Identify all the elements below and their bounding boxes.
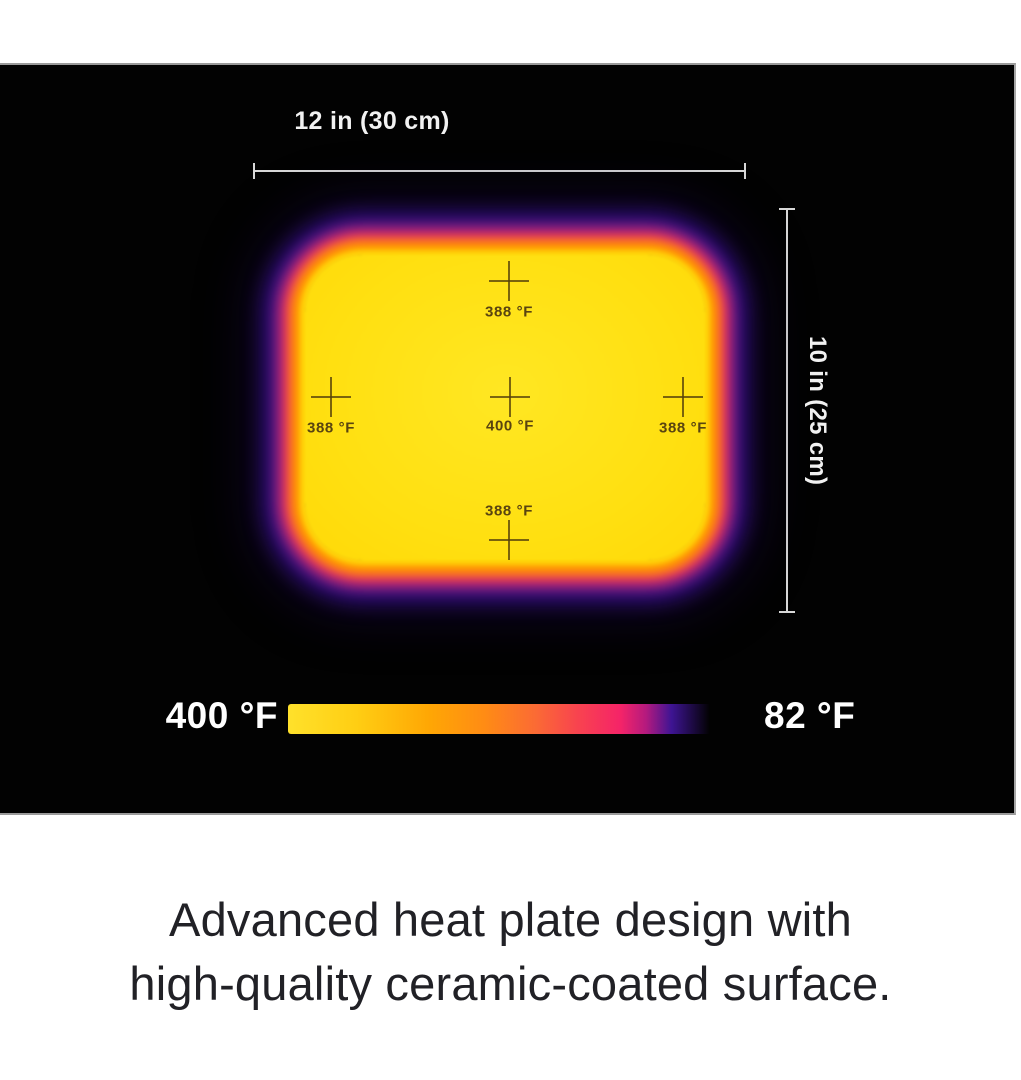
temperature-reading-top: 388 °F <box>485 303 533 321</box>
temperature-reading-right: 388 °F <box>659 419 707 437</box>
temperature-reading-center: 400 °F <box>486 417 534 435</box>
temperature-reading-bottom: 388 °F <box>485 502 533 520</box>
width-dimension-line <box>253 163 746 179</box>
product-caption: Advanced heat plate design with high-qua… <box>0 888 1021 1017</box>
crosshair-icon <box>663 377 703 417</box>
thermal-image-panel: 12 in (30 cm) 10 in (25 cm) 388 °F 388 °… <box>0 63 1016 815</box>
crosshair-icon <box>311 377 351 417</box>
height-dimension-line <box>779 208 795 613</box>
colorbar-min-label: 82 °F <box>764 695 856 736</box>
caption-line-2: high-quality ceramic-coated surface. <box>129 957 892 1011</box>
temperature-colorbar <box>288 704 714 734</box>
temperature-reading-left: 388 °F <box>307 419 355 437</box>
height-dimension-label: 10 in (25 cm) <box>804 335 831 486</box>
width-dimension-label: 12 in (30 cm) <box>294 107 450 135</box>
crosshair-icon <box>490 377 530 417</box>
colorbar-max-label: 400 °F <box>165 695 278 736</box>
heat-plate-thermal-glow <box>305 255 705 560</box>
crosshair-icon <box>489 520 529 560</box>
caption-line-1: Advanced heat plate design with <box>169 893 852 946</box>
crosshair-icon <box>489 261 529 301</box>
